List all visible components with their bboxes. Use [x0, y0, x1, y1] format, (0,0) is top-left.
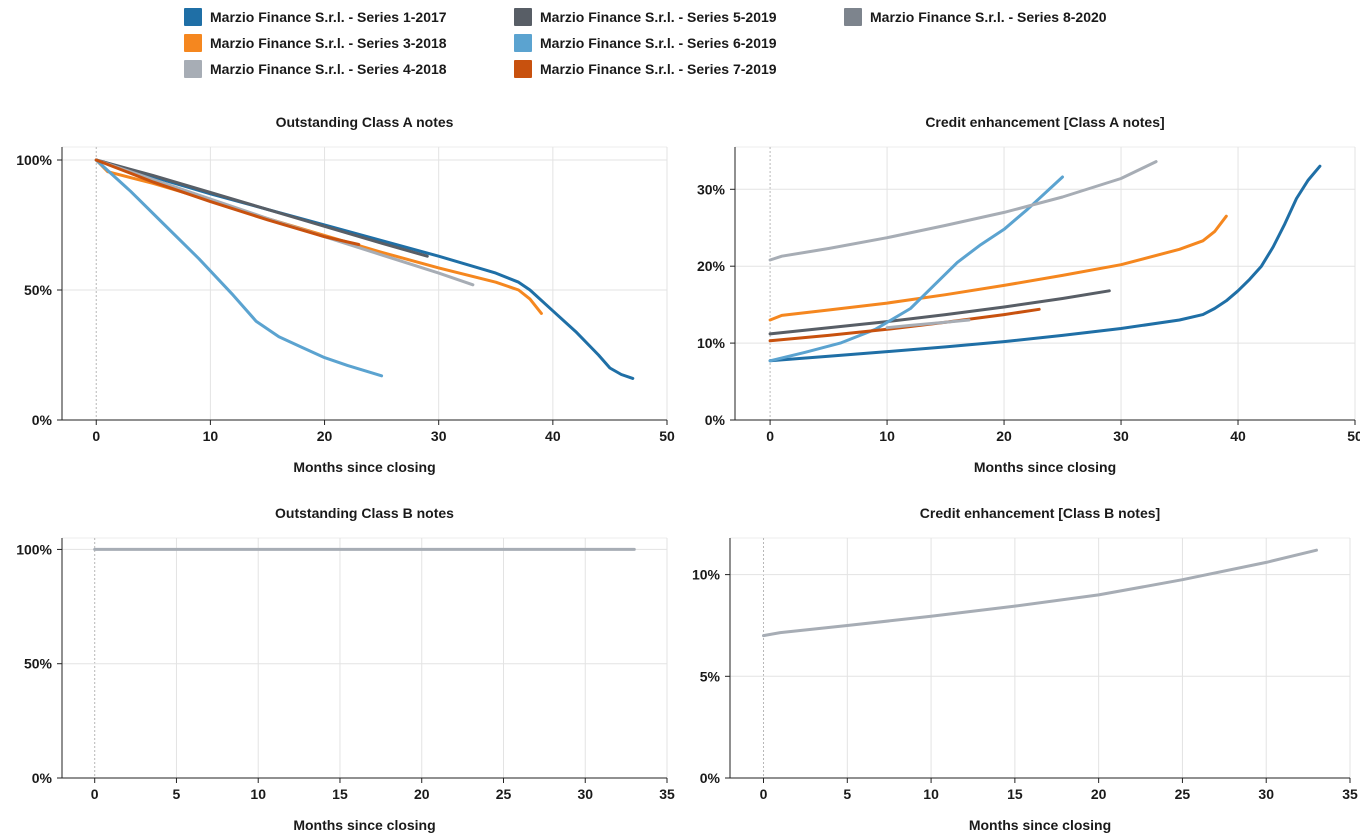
x-tick-label: 20 — [1091, 786, 1107, 802]
legend-swatch — [514, 60, 532, 78]
chart-title: Credit enhancement [Class B notes] — [920, 505, 1160, 521]
y-tick-label: 0% — [705, 412, 726, 428]
y-tick-label: 20% — [697, 258, 726, 274]
x-tick-label: 40 — [545, 428, 561, 444]
legend-item[interactable]: Marzio Finance S.r.l. - Series 1-2017 — [184, 6, 447, 28]
series-line — [94, 158, 429, 258]
x-tick-label: 30 — [431, 428, 447, 444]
y-tick-label: 0% — [32, 412, 53, 428]
x-tick-label: 35 — [659, 786, 675, 802]
chart-panel: 0 10 20 30 40 50 0% 50% 100% Outstanding Class A … — [16, 114, 675, 475]
chart-title: Outstanding Class B notes — [275, 505, 454, 521]
y-tick-label: 100% — [16, 152, 52, 168]
series-line — [768, 164, 1322, 363]
chart-panel: 0 5 10 15 20 25 30 35 0% 5% 10% Credit enhancement … — [692, 505, 1358, 833]
legend-item[interactable]: Marzio Finance S.r.l. - Series 7-2019 — [514, 58, 777, 80]
x-tick-label: 10 — [879, 428, 895, 444]
x-tick-label: 30 — [1113, 428, 1129, 444]
legend-item[interactable]: Marzio Finance S.r.l. - Series 8-2020 — [844, 6, 1107, 28]
legend-swatch — [844, 8, 862, 26]
series-line — [762, 548, 1318, 638]
legend-item[interactable]: Marzio Finance S.r.l. - Series 4-2018 — [184, 58, 447, 80]
series-line — [768, 160, 1158, 262]
y-tick-label: 50% — [24, 282, 53, 298]
x-tick-label: 50 — [1347, 428, 1360, 444]
x-tick-label: 50 — [659, 428, 675, 444]
x-tick-label: 0 — [760, 786, 768, 802]
y-tick-label: 0% — [700, 770, 721, 786]
x-tick-label: 20 — [414, 786, 430, 802]
x-tick-label: 0 — [92, 428, 100, 444]
x-tick-label: 10 — [923, 786, 939, 802]
x-tick-label: 10 — [250, 786, 266, 802]
x-axis-label: Months since closing — [293, 817, 435, 833]
series-line — [94, 158, 361, 246]
legend-label: Marzio Finance S.r.l. - Series 6-2019 — [540, 35, 777, 51]
legend-swatch — [184, 34, 202, 52]
legend: Marzio Finance S.r.l. - Series 1-2017 Mar… — [184, 6, 1184, 86]
x-tick-label: 10 — [203, 428, 219, 444]
legend-item[interactable]: Marzio Finance S.r.l. - Series 5-2019 — [514, 6, 777, 28]
chart-title: Outstanding Class A notes — [276, 114, 454, 130]
x-tick-label: 15 — [332, 786, 348, 802]
x-tick-label: 0 — [91, 786, 99, 802]
series-line — [885, 318, 971, 330]
x-axis-label: Months since closing — [969, 817, 1111, 833]
legend-label: Marzio Finance S.r.l. - Series 7-2019 — [540, 61, 777, 77]
legend-swatch — [184, 8, 202, 26]
y-tick-label: 100% — [16, 541, 52, 557]
x-tick-label: 30 — [1258, 786, 1274, 802]
x-tick-label: 30 — [577, 786, 593, 802]
legend-label: Marzio Finance S.r.l. - Series 1-2017 — [210, 9, 447, 25]
x-tick-label: 35 — [1342, 786, 1358, 802]
y-tick-label: 10% — [692, 567, 721, 583]
chart-panel: 0 10 20 30 40 50 0% 10% 20% 30% Credit enhancement… — [697, 114, 1360, 475]
series-line — [94, 158, 475, 287]
legend-swatch — [514, 34, 532, 52]
x-axis-label: Months since closing — [293, 459, 435, 475]
chart-panel: 0 5 10 15 20 25 30 35 0% 50% 100% Outstanding Class… — [16, 505, 675, 833]
x-tick-label: 25 — [496, 786, 512, 802]
legend-swatch — [514, 8, 532, 26]
x-tick-label: 0 — [766, 428, 774, 444]
legend-item[interactable]: Marzio Finance S.r.l. - Series 3-2018 — [184, 32, 447, 54]
x-tick-label: 40 — [1230, 428, 1246, 444]
x-tick-label: 20 — [996, 428, 1012, 444]
x-tick-label: 25 — [1175, 786, 1191, 802]
series-line — [768, 289, 1111, 336]
legend-label: Marzio Finance S.r.l. - Series 3-2018 — [210, 35, 447, 51]
legend-label: Marzio Finance S.r.l. - Series 4-2018 — [210, 61, 447, 77]
x-axis-label: Months since closing — [974, 459, 1116, 475]
series-line — [94, 158, 384, 378]
y-tick-label: 5% — [700, 668, 721, 684]
x-tick-label: 5 — [843, 786, 851, 802]
series-line — [768, 175, 1064, 363]
x-tick-label: 5 — [173, 786, 181, 802]
legend-label: Marzio Finance S.r.l. - Series 8-2020 — [870, 9, 1107, 25]
series-line — [768, 214, 1228, 322]
legend-item[interactable]: Marzio Finance S.r.l. - Series 6-2019 — [514, 32, 777, 54]
y-tick-label: 10% — [697, 335, 726, 351]
x-tick-label: 15 — [1007, 786, 1023, 802]
y-tick-label: 50% — [24, 656, 53, 672]
series-line — [94, 158, 635, 380]
y-tick-label: 0% — [32, 770, 53, 786]
chart-title: Credit enhancement [Class A notes] — [925, 114, 1164, 130]
legend-label: Marzio Finance S.r.l. - Series 5-2019 — [540, 9, 777, 25]
y-tick-label: 30% — [697, 181, 726, 197]
x-tick-label: 20 — [317, 428, 333, 444]
legend-swatch — [184, 60, 202, 78]
